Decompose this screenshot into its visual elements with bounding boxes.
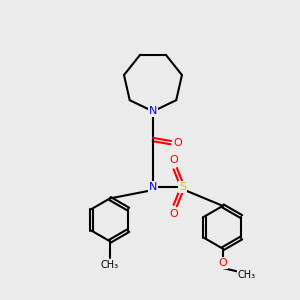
Text: N: N xyxy=(149,182,157,192)
Text: N: N xyxy=(149,106,157,116)
Text: CH₃: CH₃ xyxy=(238,270,256,280)
Text: O: O xyxy=(218,258,227,268)
Text: O: O xyxy=(169,155,178,165)
Text: O: O xyxy=(174,138,183,148)
Text: S: S xyxy=(179,182,186,192)
Text: O: O xyxy=(169,209,178,219)
Text: CH₃: CH₃ xyxy=(101,260,119,270)
